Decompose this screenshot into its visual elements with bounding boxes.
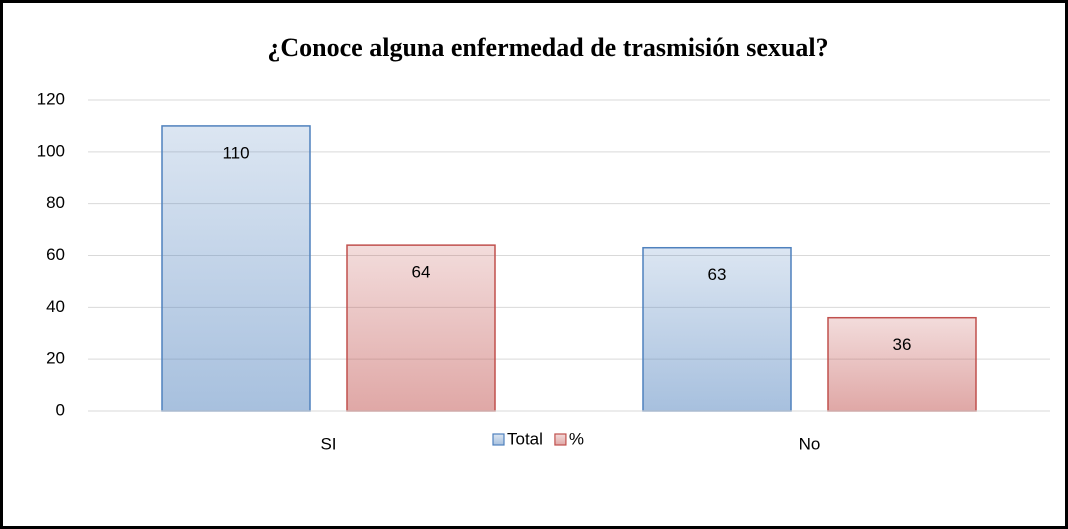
x-tick-label: SI <box>320 434 336 453</box>
y-tick-label: 20 <box>46 349 65 368</box>
bar <box>161 125 311 412</box>
y-tick-label: 120 <box>37 89 65 108</box>
x-tick-label: No <box>799 434 821 453</box>
y-tick-label: 0 <box>56 400 65 419</box>
legend-swatch <box>492 433 505 446</box>
data-label: 63 <box>708 265 727 284</box>
data-label: 110 <box>222 143 249 162</box>
bar <box>827 316 977 412</box>
bar <box>346 244 496 412</box>
chart-title: ¿Conoce alguna enfermedad de trasmisión … <box>267 33 828 62</box>
y-tick-label: 60 <box>46 245 65 264</box>
legend-swatch <box>554 433 567 446</box>
data-label: 36 <box>893 335 912 354</box>
y-tick-label: 40 <box>46 297 65 316</box>
data-label: 64 <box>412 263 431 282</box>
y-tick-label: 100 <box>37 141 65 160</box>
bar <box>642 246 792 412</box>
legend-label: % <box>569 429 584 448</box>
y-tick-label: 80 <box>46 193 65 212</box>
legend-label: Total <box>507 429 543 448</box>
